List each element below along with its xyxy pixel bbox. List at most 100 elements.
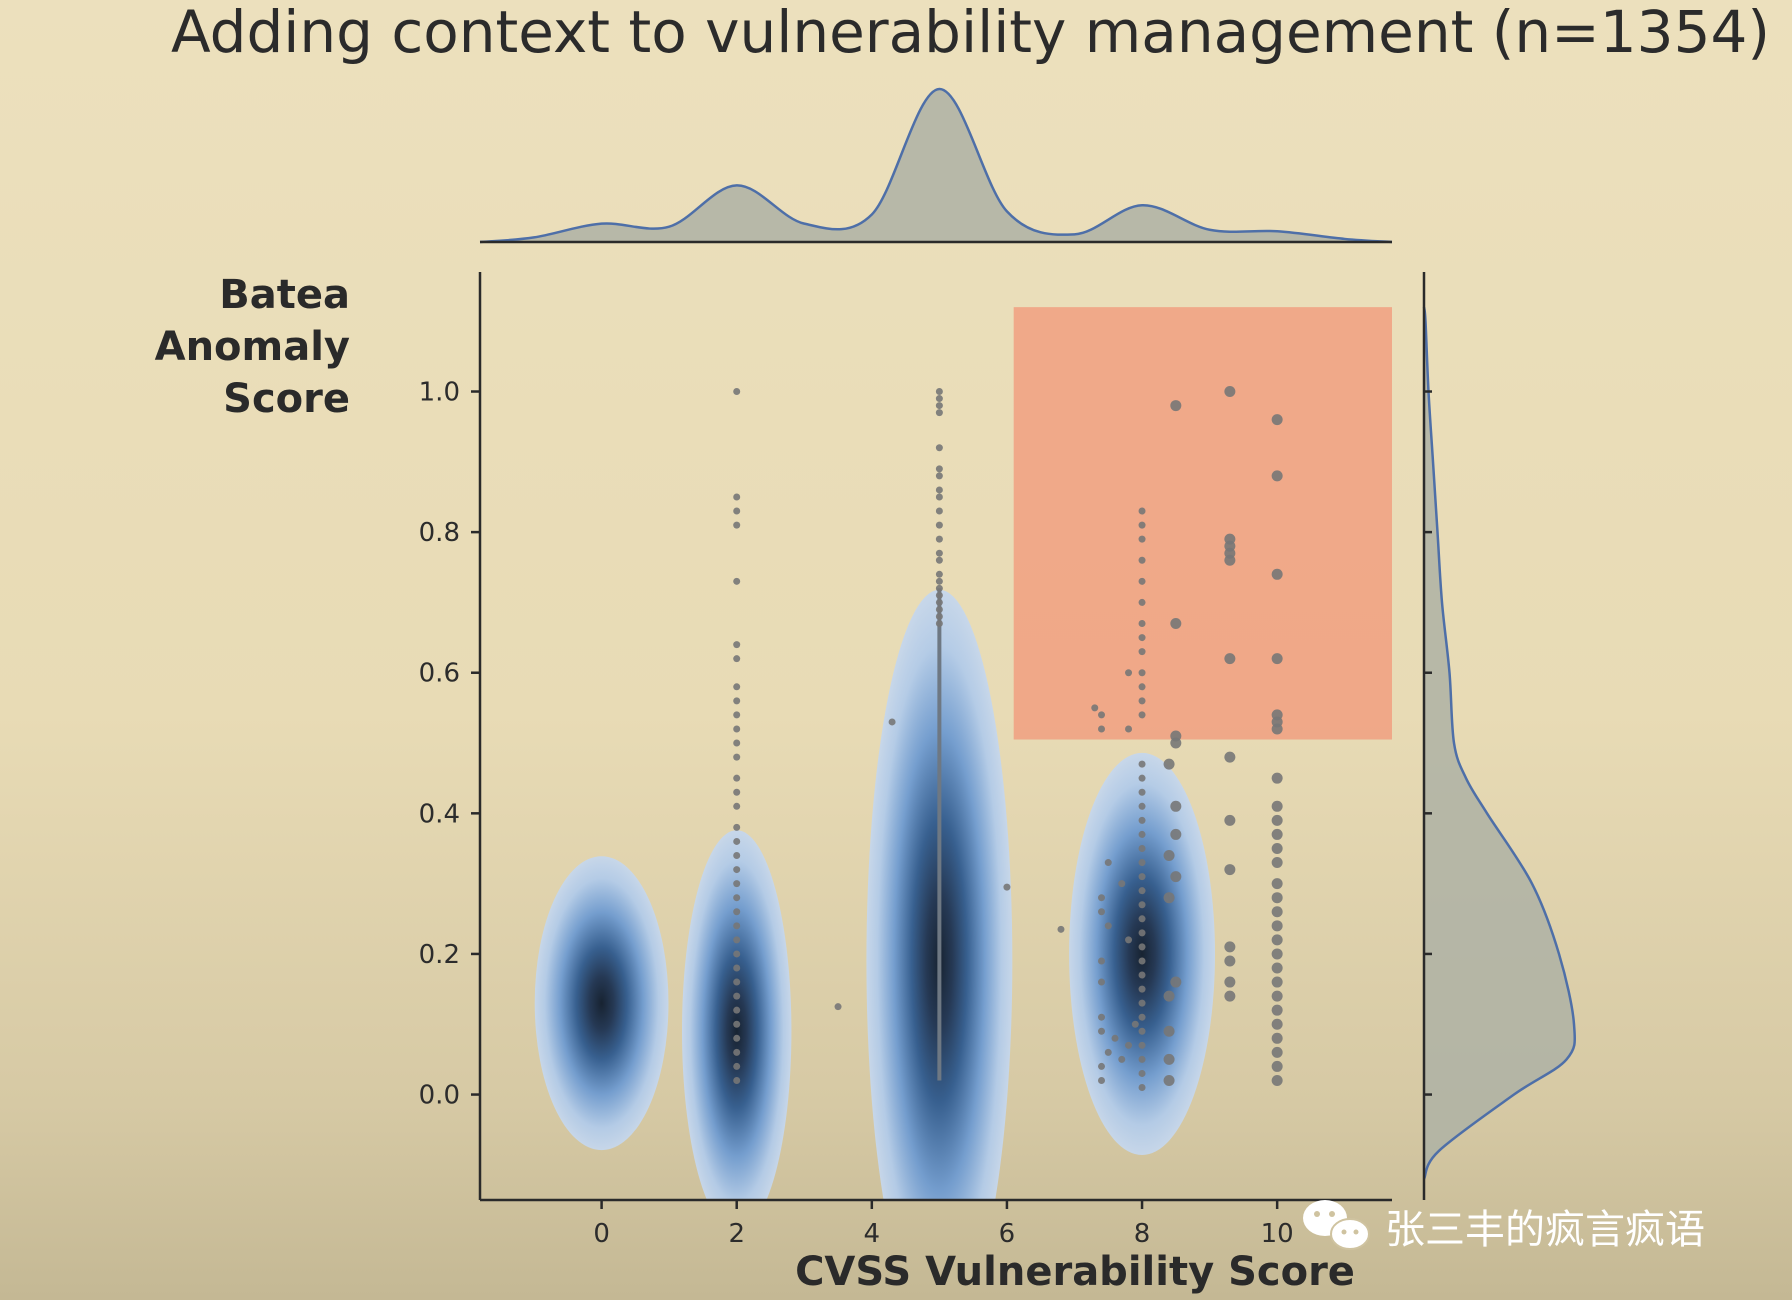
data-point <box>733 950 741 958</box>
data-point <box>733 1076 741 1084</box>
data-point <box>1104 859 1112 867</box>
data-point <box>733 880 741 888</box>
data-point <box>935 556 943 564</box>
data-point <box>1138 887 1146 895</box>
y-axis-ticks: 0.0 0.2 0.4 0.6 0.8 1.0 <box>419 378 480 1111</box>
right-marginal-ticks <box>1424 390 1432 1096</box>
data-point <box>1125 1041 1133 1049</box>
x-tick-label: 6 <box>999 1219 1016 1249</box>
data-point <box>733 655 741 663</box>
data-point <box>1138 1055 1146 1063</box>
data-point <box>1138 816 1146 824</box>
data-point <box>935 465 943 473</box>
wechat-icon <box>1303 1200 1370 1250</box>
data-point <box>733 964 741 972</box>
data-point <box>935 472 943 480</box>
data-point <box>1138 760 1146 768</box>
data-point <box>733 711 741 719</box>
y-tick-label: 0.6 <box>419 659 460 689</box>
data-point <box>1098 978 1106 986</box>
kde-cluster <box>682 830 792 1200</box>
data-point <box>733 802 741 810</box>
data-point <box>733 922 741 930</box>
data-point <box>935 444 943 452</box>
data-point <box>733 1034 741 1042</box>
data-point <box>733 493 741 501</box>
data-point <box>1271 1004 1283 1016</box>
data-point <box>1163 1053 1175 1065</box>
data-point <box>1170 737 1182 749</box>
data-point <box>1224 751 1236 763</box>
data-point <box>1138 669 1146 677</box>
data-point <box>935 605 943 613</box>
right-marginal-density-line <box>1422 306 1577 1180</box>
data-point <box>1125 725 1133 733</box>
data-point <box>1138 620 1146 628</box>
y-axis-title-line-1: Batea <box>219 272 350 318</box>
data-point <box>1170 828 1182 840</box>
data-point <box>1271 1032 1283 1044</box>
data-point <box>1271 857 1283 869</box>
data-point <box>1138 556 1146 564</box>
data-point <box>733 908 741 916</box>
data-point <box>733 788 741 796</box>
data-point <box>1098 1062 1106 1070</box>
top-marginal-density-fill <box>480 88 1392 242</box>
data-point <box>733 521 741 529</box>
data-point <box>1138 788 1146 796</box>
data-point <box>733 852 741 860</box>
data-point <box>1138 1084 1146 1092</box>
y-axis-title: Batea Anomaly Score <box>155 272 350 422</box>
data-point <box>1138 683 1146 691</box>
data-point <box>1271 948 1283 960</box>
data-point <box>1138 971 1146 979</box>
data-point <box>1271 892 1283 904</box>
data-point <box>935 535 943 543</box>
data-point <box>1098 711 1106 719</box>
data-point <box>888 718 896 726</box>
data-point <box>733 1048 741 1056</box>
data-point <box>733 1062 741 1070</box>
data-point <box>1224 554 1236 566</box>
watermark-text: 张三丰的疯言疯语 <box>1385 1207 1705 1253</box>
data-point <box>1098 1027 1106 1035</box>
data-point <box>1271 1074 1283 1086</box>
data-point <box>733 507 741 515</box>
kde-cluster <box>534 856 669 1151</box>
data-point <box>1170 871 1182 883</box>
data-point <box>1138 711 1146 719</box>
data-point <box>1271 906 1283 918</box>
data-point <box>1138 1013 1146 1021</box>
data-point <box>1271 990 1283 1002</box>
right-marginal-plot <box>1422 272 1577 1200</box>
x-tick-label: 8 <box>1134 1219 1151 1249</box>
data-point <box>1271 920 1283 932</box>
y-axis-title-line-3: Score <box>223 376 350 422</box>
data-point <box>935 521 943 529</box>
data-point <box>733 823 741 831</box>
data-point <box>1098 908 1106 916</box>
data-point <box>1271 962 1283 974</box>
data-point <box>733 866 741 874</box>
data-point <box>1118 1055 1126 1063</box>
y-tick-label: 0.2 <box>419 940 460 970</box>
data-point <box>1138 957 1146 965</box>
data-point <box>1271 1060 1283 1072</box>
data-point <box>1138 648 1146 656</box>
data-point <box>1138 901 1146 909</box>
data-point <box>1271 414 1283 426</box>
data-point <box>1098 1013 1106 1021</box>
data-point <box>935 395 943 403</box>
data-point <box>1138 915 1146 923</box>
data-point <box>1271 1046 1283 1058</box>
data-point <box>1271 878 1283 890</box>
data-point <box>1098 725 1106 733</box>
data-point <box>733 1006 741 1014</box>
data-point <box>1138 507 1146 515</box>
data-point <box>1163 990 1175 1002</box>
data-point <box>1118 880 1126 888</box>
data-point <box>1271 470 1283 482</box>
data-point <box>1170 618 1182 630</box>
data-point <box>1138 999 1146 1007</box>
